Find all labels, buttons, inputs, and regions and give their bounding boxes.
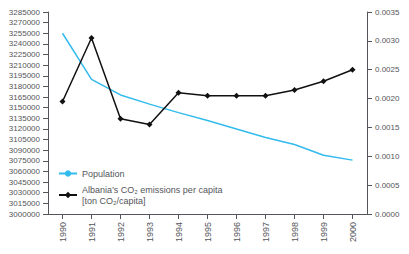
svg-text:3210000: 3210000 (9, 61, 41, 70)
svg-text:3060000: 3060000 (9, 167, 41, 176)
svg-text:2000: 2000 (348, 222, 358, 242)
svg-text:3255000: 3255000 (9, 29, 41, 38)
svg-text:Albania’s CO₂ emissions per ca: Albania’s CO₂ emissions per capita (82, 185, 222, 195)
svg-text:0.0035: 0.0035 (375, 8, 400, 17)
svg-text:1997: 1997 (261, 222, 271, 242)
svg-text:3165000: 3165000 (9, 93, 41, 102)
svg-text:3180000: 3180000 (9, 82, 41, 91)
svg-text:3240000: 3240000 (9, 39, 41, 48)
svg-text:0.0010: 0.0010 (375, 152, 400, 161)
svg-text:3045000: 3045000 (9, 178, 41, 187)
svg-text:1999: 1999 (319, 222, 329, 242)
svg-text:3195000: 3195000 (9, 71, 41, 80)
svg-text:1998: 1998 (290, 222, 300, 242)
svg-text:1991: 1991 (87, 222, 97, 242)
svg-text:3075000: 3075000 (9, 156, 41, 165)
svg-text:3270000: 3270000 (9, 18, 41, 27)
svg-text:3030000: 3030000 (9, 188, 41, 197)
svg-text:3120000: 3120000 (9, 124, 41, 133)
svg-text:1993: 1993 (145, 222, 155, 242)
svg-text:3150000: 3150000 (9, 103, 41, 112)
svg-text:Population: Population (82, 169, 125, 179)
svg-text:3000000: 3000000 (9, 210, 41, 219)
svg-text:[ton CO₂/capita]: [ton CO₂/capita] (82, 196, 146, 206)
svg-text:0.0025: 0.0025 (375, 65, 400, 74)
svg-text:0.0030: 0.0030 (375, 36, 400, 45)
svg-text:0.0015: 0.0015 (375, 123, 400, 132)
svg-text:1995: 1995 (203, 222, 213, 242)
svg-text:1994: 1994 (174, 222, 184, 242)
svg-text:1996: 1996 (232, 222, 242, 242)
svg-text:3225000: 3225000 (9, 50, 41, 59)
svg-text:3105000: 3105000 (9, 135, 41, 144)
svg-text:3090000: 3090000 (9, 146, 41, 155)
svg-text:1990: 1990 (58, 222, 68, 242)
svg-text:0.0020: 0.0020 (375, 94, 400, 103)
svg-text:0.0000: 0.0000 (375, 210, 400, 219)
svg-text:3135000: 3135000 (9, 114, 41, 123)
svg-text:0.0005: 0.0005 (375, 181, 400, 190)
svg-text:3015000: 3015000 (9, 199, 41, 208)
svg-text:3285000: 3285000 (9, 8, 41, 17)
svg-text:1992: 1992 (116, 222, 126, 242)
